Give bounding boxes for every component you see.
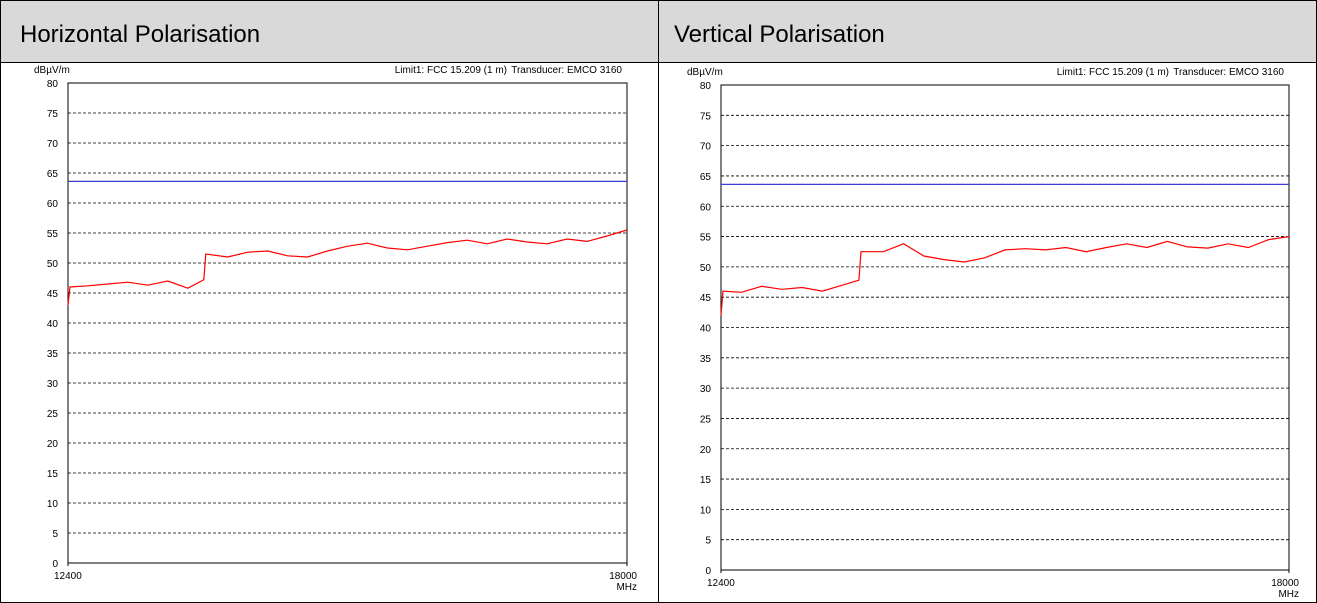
panel-title: Vertical Polarisation <box>674 21 885 48</box>
plot-frame <box>720 84 1290 571</box>
y-tick-label: 70 <box>47 139 59 150</box>
y-tick-label: 30 <box>47 379 59 390</box>
y-tick-label: 50 <box>47 259 59 270</box>
y-axis-label: dBµV/m <box>687 67 723 78</box>
x-tick-label: 12400 <box>54 571 82 582</box>
y-tick-label: 0 <box>705 566 711 577</box>
y-tick-label: 15 <box>47 469 59 480</box>
y-tick-label: 45 <box>47 289 59 300</box>
y-tick-label: 20 <box>47 439 59 450</box>
y-tick-label: 75 <box>47 109 59 120</box>
y-tick-label: 35 <box>700 354 712 365</box>
panel-title: Horizontal Polarisation <box>20 21 260 48</box>
data-line <box>720 236 1290 316</box>
y-tick-label: 55 <box>700 233 712 244</box>
y-tick-label: 50 <box>700 263 712 274</box>
y-axis-label: dBµV/m <box>34 65 70 76</box>
x-tick-label: 18000 <box>1271 578 1299 589</box>
annotation: Limit1: FCC 15.209 (1 m) <box>395 65 507 76</box>
y-tick-label: 35 <box>47 349 59 360</box>
y-tick-label: 80 <box>700 81 712 92</box>
x-axis-label: MHz <box>1278 589 1299 600</box>
annotation: Transducer: EMCO 3160 <box>511 65 622 76</box>
y-tick-label: 0 <box>52 559 58 570</box>
y-tick-label: 70 <box>700 142 712 153</box>
y-tick-label: 5 <box>705 536 711 547</box>
y-tick-label: 60 <box>700 202 712 213</box>
y-tick-label: 65 <box>700 172 712 183</box>
y-tick-label: 10 <box>700 505 712 516</box>
y-tick-label: 45 <box>700 293 712 304</box>
y-tick-label: 5 <box>52 529 58 540</box>
y-tick-label: 25 <box>47 409 59 420</box>
y-tick-label: 75 <box>700 111 712 122</box>
y-tick-label: 65 <box>47 169 59 180</box>
annotation: Transducer: EMCO 3160 <box>1173 67 1284 78</box>
y-tick-label: 30 <box>700 384 712 395</box>
y-tick-label: 40 <box>47 319 59 330</box>
annotation: Limit1: FCC 15.209 (1 m) <box>1057 67 1169 78</box>
y-tick-label: 20 <box>700 445 712 456</box>
x-tick-label: 12400 <box>707 578 735 589</box>
plot-frame <box>67 82 628 564</box>
data-line <box>67 229 628 306</box>
y-tick-label: 10 <box>47 499 59 510</box>
y-tick-label: 40 <box>700 324 712 335</box>
x-axis-label: MHz <box>616 582 637 593</box>
y-tick-label: 60 <box>47 199 59 210</box>
y-tick-label: 55 <box>47 229 59 240</box>
y-tick-label: 15 <box>700 475 712 486</box>
y-tick-label: 80 <box>47 79 59 90</box>
y-tick-label: 25 <box>700 414 712 425</box>
x-tick-label: 18000 <box>609 571 637 582</box>
